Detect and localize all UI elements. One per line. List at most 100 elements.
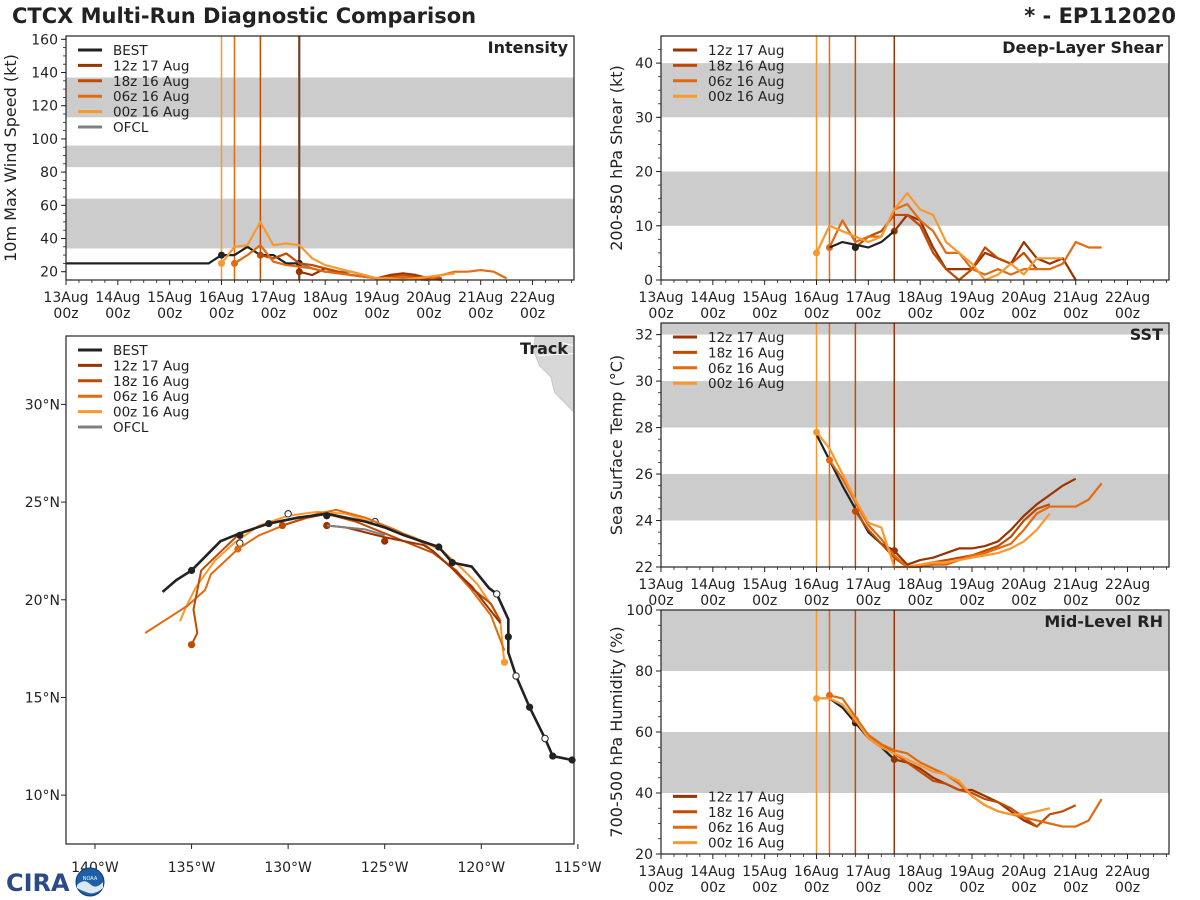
sst-series-r12z17 [893, 477, 1077, 566]
rh-frame [660, 609, 1170, 855]
rh-legend-label: 12z 17 Aug [708, 789, 784, 805]
intensity-x-tick-label: 00z [105, 306, 130, 322]
shear-x-tick-label: 00z [1063, 306, 1088, 322]
sst-y-tick-label: 26 [635, 467, 653, 483]
rh-x-tick-label: 00z [856, 880, 881, 896]
intensity-x-tick-label: 00z [261, 306, 286, 322]
rh-y-tick-label: 80 [635, 664, 653, 680]
cira-logo: CIRA NOAA [6, 867, 105, 897]
intensity-x-tick-label: 00z [520, 306, 545, 322]
rh-band [661, 610, 1169, 671]
sst-legend-label: 18z 16 Aug [708, 345, 784, 361]
rh-x-tick-label: 00z [804, 880, 829, 896]
track-series-r12z17 [326, 524, 502, 624]
rh-x-tick-label: 13Aug [638, 864, 683, 880]
rh-y-tick-label: 60 [635, 725, 653, 741]
track-marker-r06z16 [234, 545, 242, 553]
intensity-x-tick-label: 00z [157, 306, 182, 322]
shear-x-tick-label: 17Aug [846, 290, 891, 306]
intensity-x-tick-label: 00z [53, 306, 78, 322]
panel-sst: 22242628303213Aug00z14Aug00z15Aug00z16Au… [607, 322, 1170, 609]
shear-y-tick-label: 30 [635, 110, 653, 126]
track-ocean [66, 336, 574, 844]
rh-x-tick-label: 16Aug [794, 864, 839, 880]
intensity-marker-r06z16 [230, 259, 238, 267]
track-legend-label: 06z 16 Aug [113, 389, 189, 405]
intensity-y-tick-label: 140 [31, 66, 58, 82]
sst-x-tick-label: 16Aug [794, 577, 839, 593]
sst-y-label: Sea Surface Temp (°C) [607, 355, 626, 535]
shear-x-tick-label: 15Aug [742, 290, 787, 306]
sst-x-tick-label: 00z [959, 593, 984, 609]
intensity-x-tick-label: 15Aug [147, 290, 192, 306]
rh-marker-r00z16 [813, 694, 821, 702]
sst-x-tick-label: 00z [804, 593, 829, 609]
track-frame [65, 335, 575, 845]
shear-title: Deep-Layer Shear [1002, 38, 1163, 57]
rh-x-tick-label: 00z [752, 880, 777, 896]
shear-legend-label: 00z 16 Aug [708, 89, 784, 105]
rh-x-tick-label: 00z [700, 880, 725, 896]
intensity-band [66, 198, 574, 249]
sst-x-tick-label: 00z [648, 593, 673, 609]
intensity-legend-label: 00z 16 Aug [113, 105, 189, 121]
track-x-tick-label: 115°W [554, 860, 602, 876]
sst-x-tick-label: 21Aug [1053, 577, 1098, 593]
intensity-band [66, 77, 574, 118]
track-y-tick-label: 20°N [25, 593, 60, 609]
rh-x-tick-label: 00z [1011, 880, 1036, 896]
cira-logo-text: CIRA [6, 869, 70, 897]
shear-marker-BEST [851, 243, 859, 251]
track-marker-BEST [549, 752, 557, 760]
sst-marker-r18z16 [851, 507, 859, 515]
track-open-marker-BEST [493, 590, 501, 598]
shear-x-tick-label: 21Aug [1053, 290, 1098, 306]
shear-x-tick-label: 00z [959, 306, 984, 322]
shear-marker-r00z16 [813, 249, 821, 257]
panel-shear: 01020304013Aug00z14Aug00z15Aug00z16Aug00… [607, 35, 1170, 322]
rh-x-tick-label: 00z [1115, 880, 1140, 896]
track-marker-BEST [236, 531, 244, 539]
shear-series-BEST [829, 230, 895, 249]
sst-title: SST [1130, 325, 1163, 344]
shear-x-tick-label: 00z [700, 306, 725, 322]
track-y-tick-label: 10°N [25, 788, 60, 804]
rh-x-tick-label: 00z [648, 880, 673, 896]
sst-x-tick-label: 00z [1115, 593, 1140, 609]
intensity-y-label: 10m Max Wind Speed (kt) [1, 54, 20, 262]
shear-x-tick-label: 18Aug [898, 290, 943, 306]
shear-x-tick-label: 00z [1115, 306, 1140, 322]
track-y-tick-label: 30°N [25, 397, 60, 413]
intensity-y-tick-label: 40 [40, 232, 58, 248]
sst-marker-r00z16 [813, 428, 821, 436]
shear-series-r12z17 [893, 213, 1077, 281]
shear-y-tick-label: 40 [635, 56, 653, 72]
intensity-x-tick-label: 00z [468, 306, 493, 322]
sst-x-tick-label: 00z [856, 593, 881, 609]
sst-x-tick-label: 22Aug [1105, 577, 1150, 593]
rh-x-tick-label: 17Aug [846, 864, 891, 880]
intensity-x-tick-label: 00z [313, 306, 338, 322]
track-x-tick-label: 125°W [361, 860, 409, 876]
track-marker-BEST [187, 566, 196, 575]
sst-marker-r06z16 [825, 456, 833, 464]
rh-y-tick-label: 20 [635, 847, 653, 863]
rh-legend-label: 06z 16 Aug [708, 820, 784, 836]
intensity-legend-label: 18z 16 Aug [113, 74, 189, 90]
sst-x-tick-label: 20Aug [1001, 577, 1046, 593]
storm-id: * - EP112020 [1024, 4, 1176, 28]
track-x-tick-label: 120°W [457, 860, 505, 876]
sst-y-tick-label: 24 [635, 514, 653, 530]
noaa-logo-wave-icon [77, 881, 103, 894]
track-marker-BEST [265, 519, 273, 528]
track-title: Track [520, 339, 568, 358]
intensity-x-tick-label: 21Aug [458, 290, 503, 306]
intensity-frame [65, 35, 575, 281]
panel-intensity: 2040608010012014016013Aug00z14Aug00z15Au… [1, 32, 575, 322]
sst-legend-label: 00z 16 Aug [708, 376, 784, 392]
shear-legend-label: 06z 16 Aug [708, 74, 784, 90]
intensity-x-tick-label: 00z [416, 306, 441, 322]
track-x-tick-label: 135°W [168, 860, 216, 876]
track-legend-label: 00z 16 Aug [113, 405, 189, 421]
sst-x-tick-label: 00z [1063, 593, 1088, 609]
